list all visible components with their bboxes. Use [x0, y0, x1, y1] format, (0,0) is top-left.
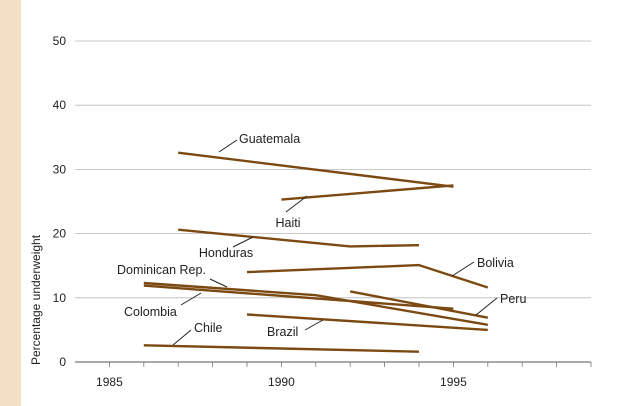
label-leaders: [172, 139, 498, 346]
y-tick-label-50: 50: [53, 34, 67, 48]
leader-line-colombia: [180, 292, 202, 306]
line-chart: 0 10 20 30 40 50 1985 1990 1995 Guatemala Haiti Ho…: [29, 34, 592, 389]
x-tick-label-1985: 1985: [96, 375, 123, 389]
y-axis-title: Percentage underweight: [29, 234, 43, 365]
gridlines: [75, 40, 591, 299]
series-line-haiti: [281, 184, 454, 201]
leader-line-guatemala: [218, 139, 238, 153]
series-line-peru: [349, 290, 489, 319]
series-line-bolivia: [246, 263, 489, 289]
series-line-honduras: [178, 228, 420, 248]
x-tick-label-1995: 1995: [440, 375, 467, 389]
y-tick-label-20: 20: [53, 227, 67, 241]
axes: [75, 361, 592, 367]
leader-line-dominican-rep: [209, 278, 228, 288]
leader-line-bolivia: [451, 261, 475, 277]
series-label-haiti: Haiti: [275, 216, 300, 230]
series-label-honduras: Honduras: [199, 246, 253, 260]
series-line-dominican-rep: [143, 281, 489, 326]
series-line-guatemala: [178, 151, 454, 188]
tick-labels: 0 10 20 30 40 50 1985 1990 1995: [53, 34, 467, 389]
series-label-brazil: Brazil: [267, 325, 298, 339]
series-line-chile: [143, 344, 420, 353]
leader-line-haiti: [285, 195, 308, 213]
leader-line-brazil: [304, 319, 324, 331]
series-labels: Guatemala Haiti Honduras Bolivia Dominican R…: [117, 132, 526, 339]
leader-line-peru: [475, 297, 498, 316]
series-label-colombia: Colombia: [124, 305, 177, 319]
series-label-dominican-rep: Dominican Rep.: [117, 263, 206, 277]
series-label-guatemala: Guatemala: [239, 132, 300, 146]
series-lines: [143, 151, 489, 353]
leader-line-chile: [172, 329, 192, 346]
y-tick-label-30: 30: [53, 162, 67, 176]
x-tick-label-1990: 1990: [268, 375, 295, 389]
y-tick-label-40: 40: [53, 98, 67, 112]
y-tick-label-0: 0: [59, 355, 66, 369]
series-line-brazil: [246, 313, 488, 332]
series-label-bolivia: Bolivia: [477, 256, 514, 270]
leader-line-honduras: [232, 236, 254, 248]
series-label-chile: Chile: [194, 321, 223, 335]
chart-panel: 0 10 20 30 40 50 1985 1990 1995 Guatemala Haiti Ho…: [21, 0, 629, 406]
series-line-colombia: [143, 284, 454, 310]
y-tick-label-10: 10: [53, 291, 67, 305]
series-label-peru: Peru: [500, 292, 526, 306]
